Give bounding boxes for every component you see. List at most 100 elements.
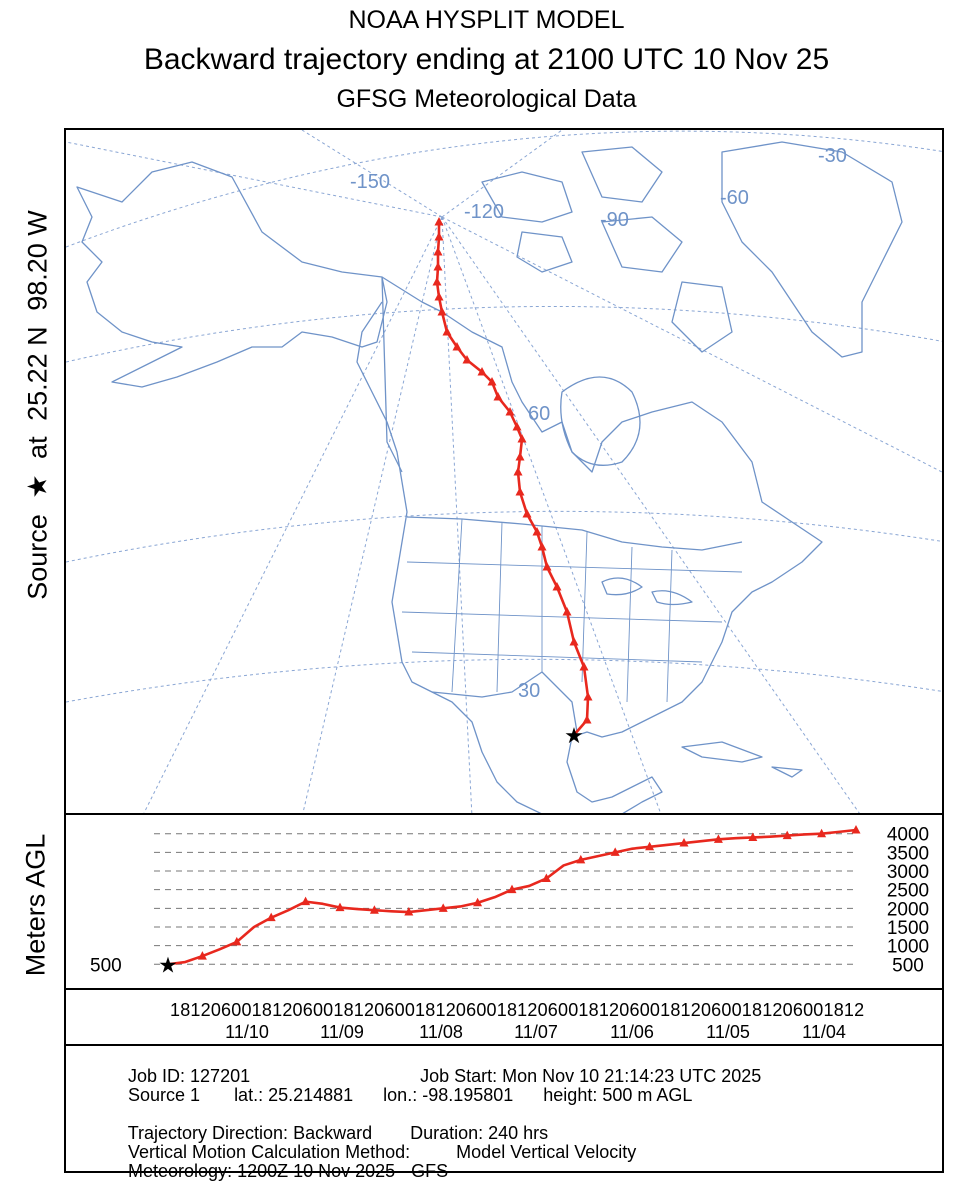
state-lines (401, 518, 743, 703)
label-lon-90: -90 (600, 209, 629, 231)
trajectory-marker (582, 715, 592, 724)
trajectory-marker (583, 692, 593, 701)
vertical-motion-label: Vertical Motion Calculation Method: (128, 1142, 411, 1162)
graticule-lat-60 (66, 305, 942, 363)
source-lon: lon.: -98.195801 (383, 1085, 514, 1105)
start-height-label: 500 (90, 955, 122, 976)
trajectory-direction: Trajectory Direction: Backward (127, 1123, 373, 1143)
trajectory-marker (512, 422, 522, 431)
date-label: 11/07 (514, 1022, 558, 1042)
height-point (197, 951, 207, 960)
trajectory-title: Backward trajectory ending at 2100 UTC 1… (143, 43, 830, 76)
height-start-star-icon: ★ (158, 952, 178, 977)
trajectory-marker (477, 367, 487, 376)
trajectory-marker (552, 582, 562, 591)
trajectory-marker (432, 277, 442, 286)
graticule-lat-45 (66, 510, 942, 563)
label-lon-30: -30 (818, 145, 847, 167)
trajectory-path (435, 222, 590, 736)
source-height: height: 500 m AGL (543, 1085, 693, 1105)
source-latitude: 25.22 N (22, 326, 53, 421)
trajectory-marker (433, 262, 443, 271)
trajectory-map: -150 -120 -90 -60 -30 60 30 ★ (64, 128, 944, 815)
trajectory-marker (517, 434, 527, 443)
trajectory-marker (434, 232, 444, 241)
height-point (301, 896, 311, 906)
meteorology: Meteorology: 1200Z 10 Nov 2025 - GFS (128, 1161, 449, 1181)
trajectory-marker (442, 327, 452, 336)
source-lat: lat.: 25.214881 (234, 1085, 354, 1105)
great-lakes-2 (651, 590, 693, 606)
trajectory-marker (434, 217, 444, 226)
label-lon-120: -120 (464, 201, 504, 223)
map-graticule (66, 130, 942, 813)
label-lat-60: 60 (528, 403, 550, 425)
y-tick-label: 2000 (887, 899, 929, 920)
height-point (713, 834, 723, 843)
source-word: Source (22, 514, 53, 600)
height-point (645, 841, 655, 851)
trajectory-marker (434, 292, 444, 301)
date-label: 11/09 (320, 1022, 364, 1042)
trajectory-marker (462, 355, 472, 364)
graticule-lon-n2 (441, 130, 563, 218)
height-point (610, 847, 620, 856)
y-axis-label: Meters AGL (20, 833, 51, 977)
y-tick-label: 4000 (887, 825, 929, 846)
height-point (369, 905, 379, 914)
source-location-label: Source ★ at 25.22 N 98.20 W (23, 206, 54, 604)
trajectory-marker (537, 542, 547, 551)
trajectory-marker (532, 527, 542, 536)
canada-us-border (406, 516, 743, 551)
alaska-border (381, 276, 403, 473)
trajectory-marker (487, 377, 497, 386)
height-point (507, 884, 517, 894)
duration: Duration: 240 hrs (410, 1123, 549, 1143)
graticule-labels: -150 -120 -90 -60 -30 60 30 (350, 145, 847, 702)
source-number: Source 1 (128, 1085, 201, 1105)
height-profile-panel: 500 1000 1500 2000 2500 3000 3500 4000 500 ★ (64, 815, 944, 990)
height-point (266, 912, 276, 922)
y-tick-label: 1000 (887, 937, 929, 958)
label-lon-150: -150 (350, 171, 390, 193)
great-lakes (601, 577, 643, 596)
job-start: Job Start: Mon Nov 10 21:14:23 UTC 2025 (420, 1066, 762, 1086)
arctic-island-3 (601, 216, 683, 273)
trajectory-marker (452, 342, 462, 351)
west-coast (356, 301, 542, 813)
height-point (782, 830, 792, 840)
trajectory-marker (515, 452, 525, 461)
y-tick-label: 500 (892, 955, 924, 976)
date-label: 11/05 (706, 1022, 750, 1042)
graticule-lon-n3 (66, 141, 443, 218)
east-coast (381, 276, 823, 813)
graticule-lon-60 (441, 216, 662, 813)
date-label: 11/10 (225, 1022, 269, 1042)
trajectory-marker (437, 307, 447, 316)
job-info-panel: Job ID: 127201 Job Start: Mon Nov 10 21:1… (64, 1046, 944, 1181)
graticule-lon-30 (441, 216, 860, 813)
graticule-lat-30 (66, 658, 942, 703)
label-lon-60: -60 (720, 187, 749, 209)
height-point (232, 936, 242, 946)
graticule-lon-120 (302, 216, 443, 813)
alaska-outline (76, 161, 388, 388)
date-label: 11/04 (802, 1022, 846, 1042)
meteo-title: GFSG Meteorological Data (336, 85, 637, 113)
map-svg: -150 -120 -90 -60 -30 60 30 ★ (66, 130, 942, 813)
source-star-icon: ★ (22, 474, 53, 499)
height-point (679, 838, 689, 847)
trajectory-marker (542, 562, 552, 571)
trajectory-marker (562, 607, 572, 616)
trajectory-marker (433, 247, 443, 256)
trajectory-marker (505, 407, 515, 416)
greenland-outline (721, 141, 903, 358)
height-point (851, 825, 861, 834)
y-tick-label: 2500 (887, 881, 929, 902)
height-point (748, 832, 758, 841)
graticule-lon-90 (441, 216, 473, 813)
height-point (335, 902, 345, 912)
height-point (438, 903, 448, 912)
trajectory-markers (432, 217, 593, 724)
job-id: Job ID: 127201 (128, 1066, 251, 1086)
